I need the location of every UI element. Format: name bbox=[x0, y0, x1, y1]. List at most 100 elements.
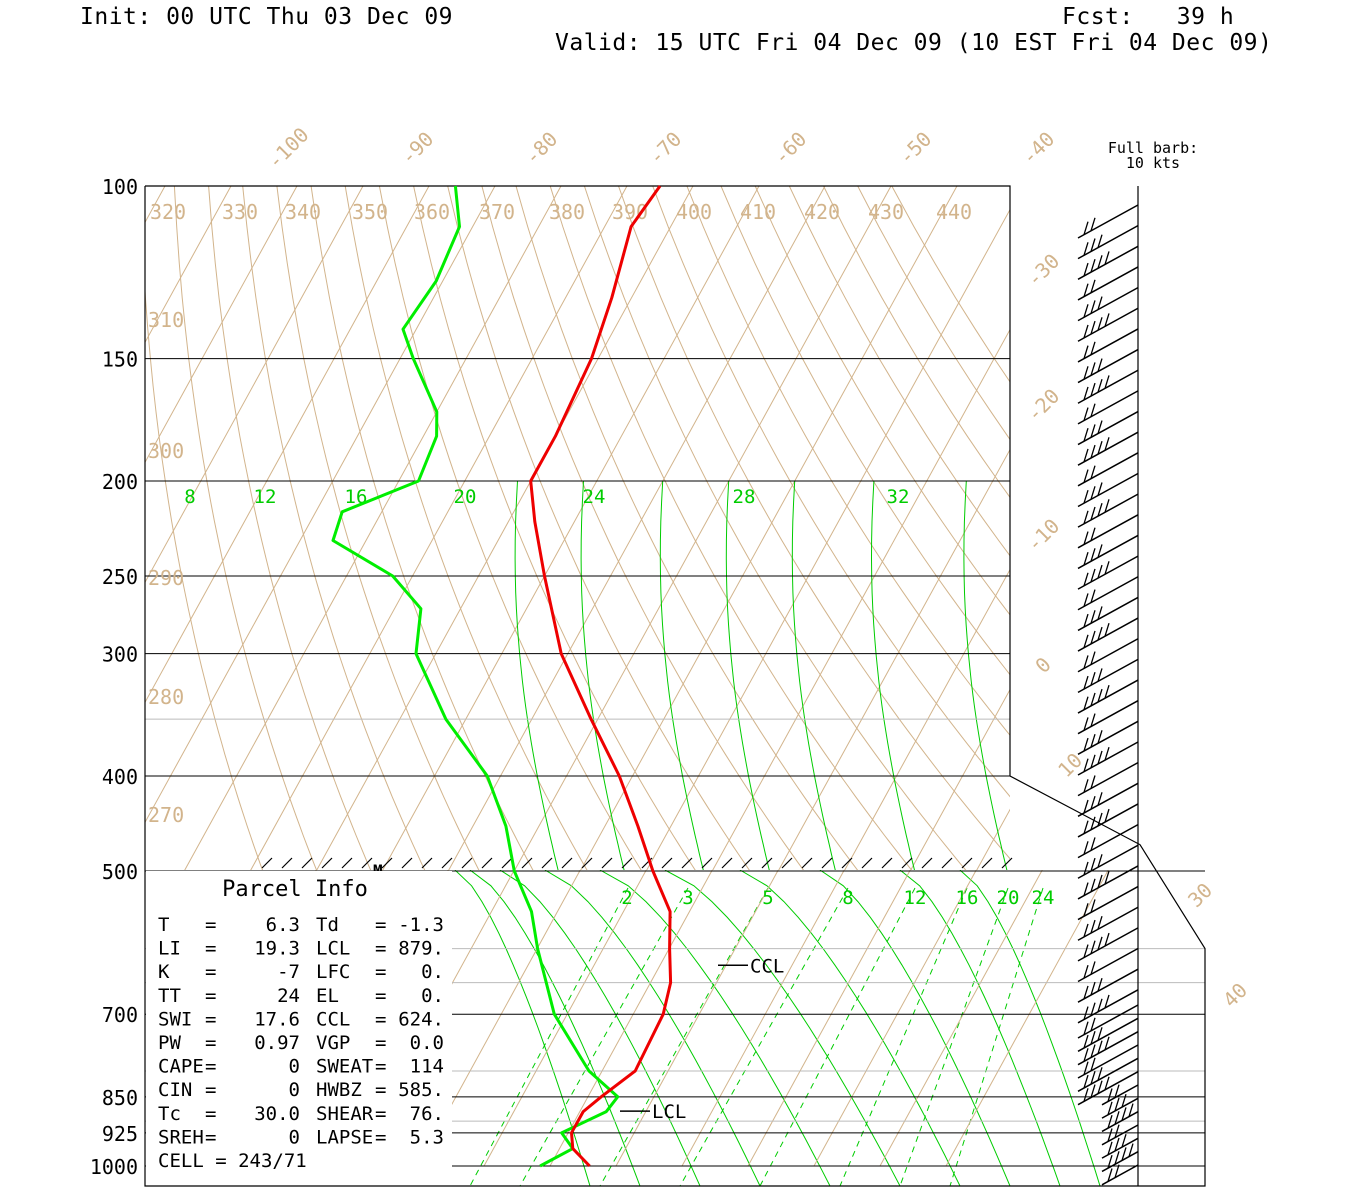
wind-barb-feather bbox=[1097, 626, 1103, 641]
tropopause-hatch bbox=[261, 857, 273, 869]
wind-barb-feather bbox=[1090, 899, 1096, 913]
wind-barb-feather bbox=[1104, 870, 1110, 885]
wind-barb-feather bbox=[1083, 1034, 1089, 1049]
theta-label: 440 bbox=[936, 200, 972, 224]
parcel-info-equals: = bbox=[205, 985, 216, 1007]
moist-adiabat-label: 32 bbox=[887, 486, 910, 508]
wind-barb-feather bbox=[1090, 961, 1096, 975]
tropopause-hatch bbox=[741, 857, 753, 869]
wind-barb-feather bbox=[1104, 932, 1110, 947]
parcel-info-label: EL bbox=[316, 985, 339, 1007]
isotherm-line bbox=[844, 568, 1010, 870]
wind-barb-feather bbox=[1097, 730, 1103, 744]
moist-adiabat-line bbox=[959, 870, 1101, 1186]
isotherm-line bbox=[681, 870, 845, 1167]
tropopause-hatch bbox=[1001, 857, 1013, 869]
wind-barb bbox=[1077, 700, 1139, 735]
wind-barb-feather bbox=[1083, 448, 1089, 463]
wind-barb-shaft bbox=[1077, 472, 1139, 508]
wind-barb bbox=[1077, 307, 1139, 342]
wind-barb-feather bbox=[1090, 754, 1096, 769]
lcl-marker-label: LCL bbox=[652, 1101, 686, 1123]
wind-barb-feather bbox=[1083, 965, 1089, 979]
wind-barb-feather bbox=[1107, 1088, 1113, 1102]
isotherm-line bbox=[250, 186, 628, 870]
wind-barb bbox=[1077, 761, 1139, 797]
theta-label: 400 bbox=[676, 200, 712, 224]
tropopause-hatch bbox=[901, 857, 913, 869]
wind-barb-shaft bbox=[1077, 720, 1139, 755]
wind-barb-feather bbox=[1090, 733, 1096, 748]
parcel-info-equals: = bbox=[205, 1103, 216, 1125]
theta-label: 270 bbox=[148, 803, 184, 827]
isotherm-line bbox=[778, 448, 1010, 870]
wind-barb-shaft bbox=[1077, 906, 1139, 941]
parcel-info-title: Parcel Info bbox=[222, 877, 368, 902]
isotherm-label: 0 bbox=[1030, 652, 1055, 677]
isotherm-line bbox=[145, 186, 166, 224]
wind-barb-feather bbox=[1097, 482, 1103, 496]
wind-barb-feather bbox=[1090, 630, 1096, 645]
tropopause-hatch bbox=[821, 857, 833, 869]
forecast-hour-label: Fcst: 39 h bbox=[1062, 4, 1235, 30]
pressure-tick-label: 1000 bbox=[90, 1155, 138, 1179]
wind-barb-feather bbox=[1097, 977, 1103, 992]
wind-barb bbox=[1077, 782, 1139, 817]
theta-label: 410 bbox=[740, 200, 776, 224]
wind-barb bbox=[1077, 638, 1139, 673]
parcel-info-equals: = bbox=[205, 938, 216, 960]
wind-barb-shaft bbox=[1077, 700, 1139, 735]
parcel-info-equals: = bbox=[205, 1079, 216, 1101]
parcel-info-label: TT bbox=[158, 985, 181, 1007]
wind-barb bbox=[1077, 1017, 1139, 1052]
parcel-info-equals: = bbox=[375, 914, 386, 936]
wind-barb-feather bbox=[1090, 320, 1096, 335]
wind-barb-feather bbox=[1083, 1061, 1089, 1075]
tropopause-hatch bbox=[981, 857, 993, 869]
parcel-info-equals: = bbox=[375, 1008, 386, 1030]
ccl-marker-label: CCL bbox=[750, 955, 784, 977]
moist-adiabat-label: 28 bbox=[733, 486, 756, 508]
wind-barb bbox=[1077, 534, 1139, 570]
wind-barb-shaft bbox=[1077, 989, 1139, 1024]
wind-barb-feather bbox=[1083, 428, 1089, 442]
wind-barb-feather bbox=[1097, 1040, 1103, 1054]
parcel-info-equals: = bbox=[205, 1032, 216, 1054]
parcel-info-equals: = bbox=[375, 1126, 386, 1148]
parcel-info-value: 0. bbox=[421, 961, 444, 983]
wind-barb-shaft bbox=[1077, 741, 1139, 776]
parcel-info-label: LAPSE bbox=[316, 1126, 373, 1148]
parcel-info-label: Tc bbox=[158, 1103, 181, 1125]
mixing-ratio-label: 24 bbox=[1032, 887, 1055, 909]
isotherm-line bbox=[382, 186, 760, 870]
moist-adiabat-line bbox=[963, 480, 1008, 870]
theta-label: 300 bbox=[148, 439, 184, 463]
wind-barb-feather bbox=[1083, 551, 1089, 566]
mixing-ratio-line bbox=[839, 887, 968, 1186]
wind-barb-feather bbox=[1097, 379, 1103, 393]
wind-barb-feather bbox=[1090, 1030, 1096, 1045]
parcel-info-value: 879. bbox=[398, 938, 444, 960]
wind-barb-feather bbox=[1097, 255, 1103, 269]
moist-adiabat-label: 24 bbox=[583, 486, 606, 508]
tropopause-hatch bbox=[281, 857, 293, 869]
wind-barb-shaft bbox=[1077, 1004, 1139, 1039]
tropopause-hatch bbox=[341, 857, 353, 869]
wind-barb bbox=[1077, 596, 1139, 632]
parcel-info-value: 6.3 bbox=[266, 914, 300, 936]
wind-barb-feather bbox=[1107, 1114, 1113, 1129]
wind-barb bbox=[1077, 348, 1139, 384]
wind-barb-feather bbox=[1097, 916, 1103, 930]
wind-barb-feather bbox=[1104, 251, 1110, 265]
wind-barb-shaft bbox=[1077, 596, 1139, 632]
wind-barb bbox=[1077, 906, 1139, 941]
wind-barb-feather bbox=[1104, 808, 1110, 823]
wind-barb-feather bbox=[1097, 998, 1103, 1013]
isotherm-line bbox=[813, 870, 977, 1167]
wind-barb bbox=[1077, 576, 1139, 611]
isotherm-label: -20 bbox=[1022, 384, 1065, 427]
parcel-info-label: SHEAR bbox=[316, 1103, 374, 1125]
tropopause-hatch bbox=[921, 857, 933, 869]
wind-barb-feather bbox=[1121, 1107, 1127, 1121]
mixing-ratio-label: 2 bbox=[621, 887, 632, 909]
